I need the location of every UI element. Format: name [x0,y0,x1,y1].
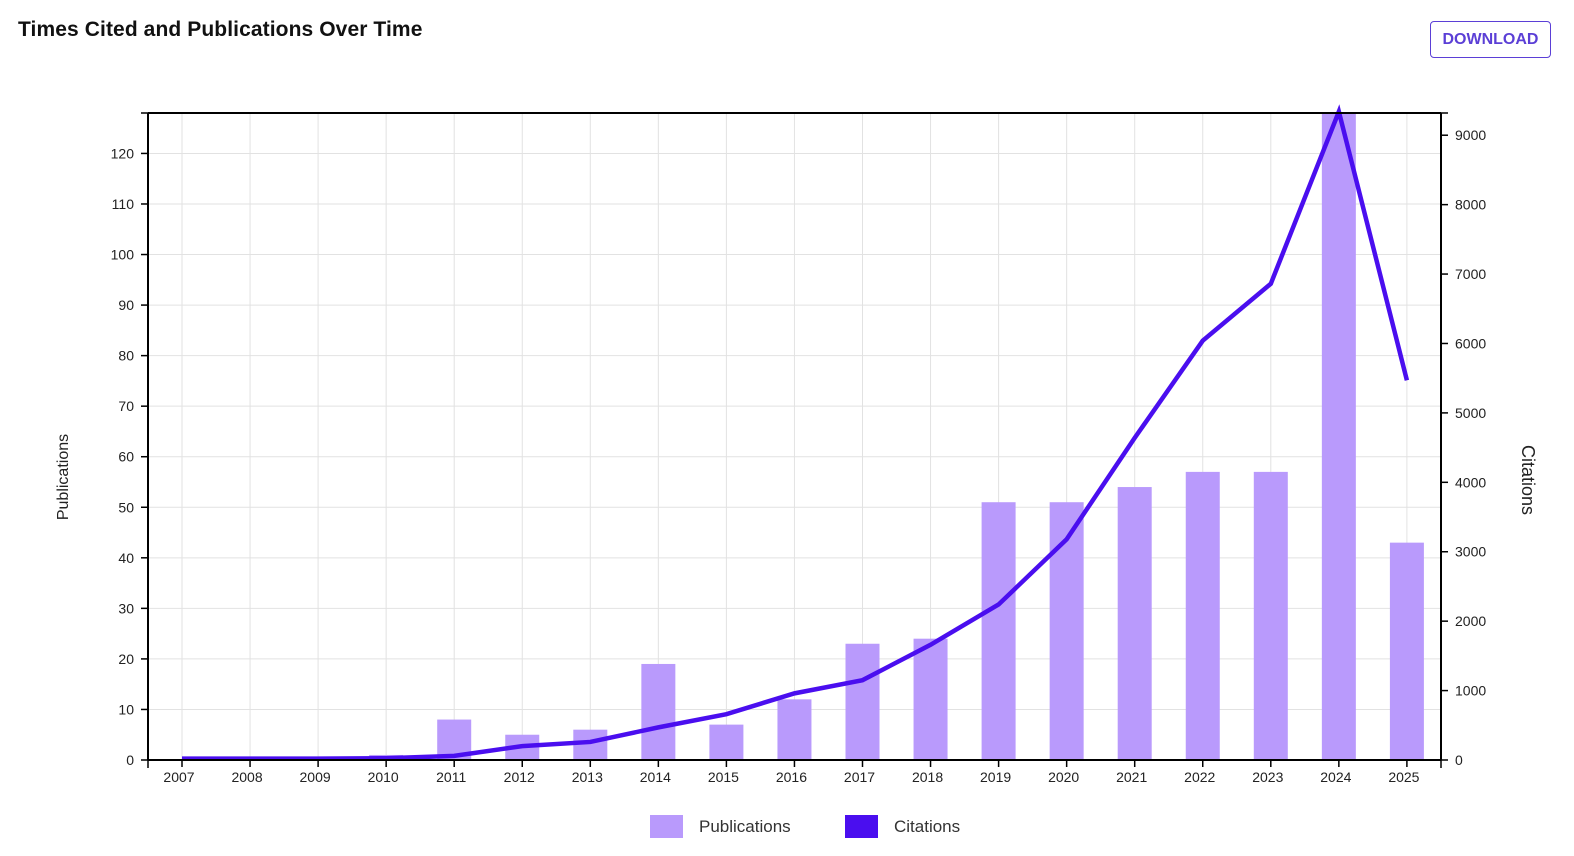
grid-lines [148,113,1441,760]
y-left-tick-label: 120 [111,145,135,161]
bar-2015 [709,724,744,760]
x-tick-label-2016: 2016 [776,769,807,785]
x-tick-label-2012: 2012 [504,769,535,785]
download-button[interactable]: DOWNLOAD [1430,21,1551,58]
citations-line-group [181,104,1410,761]
bar-2022 [1185,471,1220,760]
x-tick-label-2021: 2021 [1116,769,1147,785]
y-left-tick-label: 0 [126,752,134,768]
y-axis-right-label: Citations [1518,445,1538,515]
y-left-tick-label: 70 [118,398,134,414]
chart-title: Times Cited and Publications Over Time [18,18,423,41]
y-right-tick-label: 2000 [1455,613,1486,629]
y-right-tick-label: 4000 [1455,474,1486,490]
legend: Publications Citations [0,815,1574,839]
x-tick-label-2023: 2023 [1252,769,1283,785]
bar-2017 [845,643,880,760]
x-tick-label-2020: 2020 [1048,769,1079,785]
y-left-tick-label: 100 [111,247,135,263]
y-right-tick-label: 5000 [1455,405,1486,421]
combo-chart: 0 10 20 30 40 50 60 70 80 90 100 110 120 0 1000 2000 300… [55,104,1538,785]
legend-item-publications[interactable]: Publications [650,815,791,838]
bar-2019 [981,502,1016,760]
y-right-tick-label: 9000 [1455,127,1486,143]
y-right-tick-label: 7000 [1455,266,1486,282]
x-tick-label-2007: 2007 [163,769,194,785]
y-left-tick-label: 110 [112,196,135,212]
y-right-tick-label: 1000 [1455,683,1486,699]
legend-label-citations: Citations [894,816,961,836]
bar-2020 [1049,502,1084,760]
x-tick-label-2013: 2013 [572,769,603,785]
y-left-tick-label: 80 [118,348,134,364]
y-right-tick-label: 6000 [1455,335,1486,351]
bar-2018 [913,638,948,760]
legend-label-publications: Publications [699,816,791,836]
x-tick-label-2022: 2022 [1184,769,1215,785]
y-right-tick-label: 3000 [1455,544,1486,560]
y-left-tick-label: 30 [118,600,134,616]
y-left-tick-label: 10 [118,701,134,717]
bar-2016 [777,699,812,760]
axes: 0 10 20 30 40 50 60 70 80 90 100 110 120 0 1000 2000 300… [111,112,1486,785]
bar-2014 [641,663,676,760]
legend-swatch-citations [845,815,878,838]
y-left-tick-label: 50 [118,499,134,515]
x-tick-label-2019: 2019 [980,769,1011,785]
y-left-tick-label: 20 [118,651,134,667]
x-tick-label-2025: 2025 [1388,769,1419,785]
bar-2023 [1253,471,1288,760]
y-axis-left-label: Publications [55,434,72,520]
x-tick-label-2009: 2009 [300,769,331,785]
legend-item-citations[interactable]: Citations [845,815,960,838]
x-tick-label-2018: 2018 [912,769,943,785]
y-left-tick-label: 90 [118,297,134,313]
y-left-tick-label: 60 [118,449,134,465]
bar-2021 [1117,487,1152,760]
bar-2024 [1321,113,1356,760]
y-right-tick-label: 8000 [1455,197,1486,213]
x-tick-label-2017: 2017 [844,769,875,785]
bar-2025 [1389,542,1424,760]
y-left-tick-label: 40 [118,550,134,566]
x-tick-label-2010: 2010 [368,769,399,785]
x-tick-label-2014: 2014 [640,769,671,785]
x-tick-label-2024: 2024 [1320,769,1351,785]
x-tick-label-2008: 2008 [231,769,262,785]
legend-swatch-publications [650,815,683,838]
y-right-tick-label: 0 [1455,752,1463,768]
x-tick-label-2015: 2015 [708,769,739,785]
x-tick-label-2011: 2011 [436,769,466,785]
